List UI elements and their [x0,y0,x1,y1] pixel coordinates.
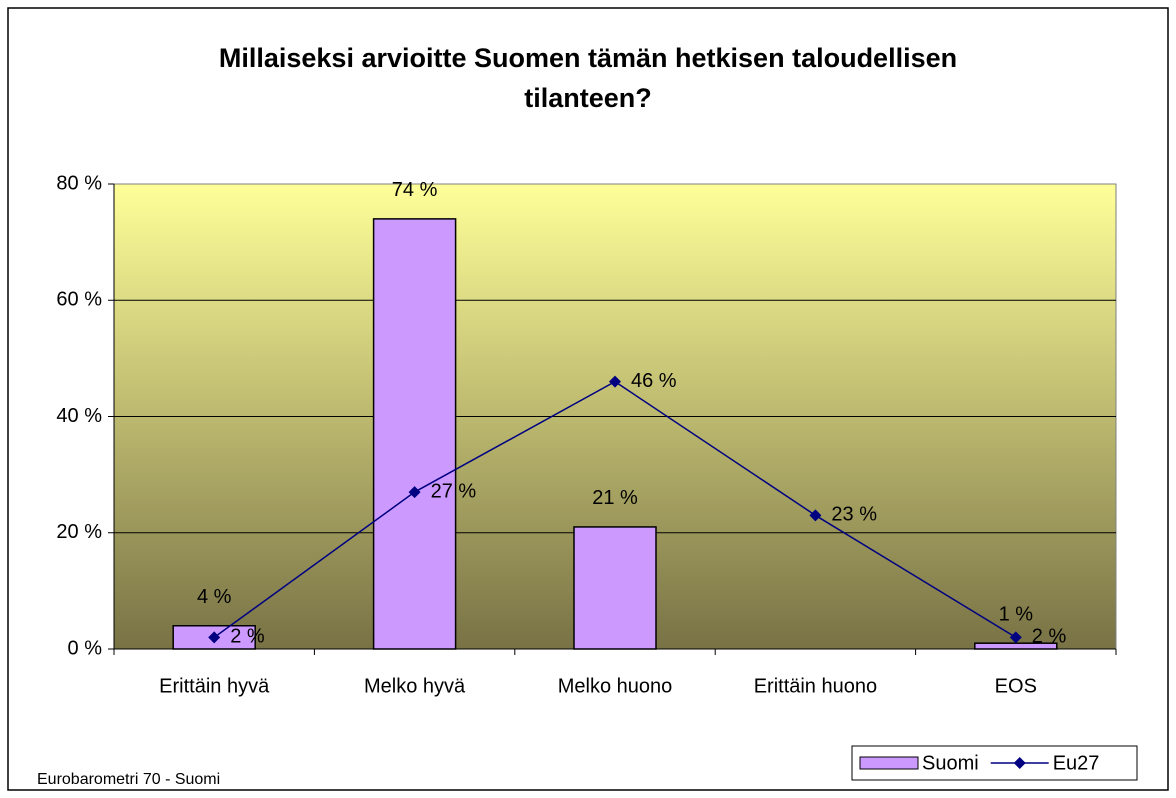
bar [573,526,657,650]
marker [609,375,621,388]
x-tick-label: Melko huono [558,675,673,697]
chart-title: Millaiseksi arvioitte Suomen tämän hetki… [218,43,958,113]
x-tick-label: Melko hyvä [364,675,466,697]
marker [1009,631,1022,644]
legend-swatch [859,756,919,770]
marker [208,631,221,644]
data-label: 74 % [392,179,438,201]
marker [809,509,822,522]
legend-label: Eu27 [1053,752,1100,774]
data-label: 21 % [592,487,638,509]
y-tick-label: 0 % [68,637,103,659]
source-note: Eurobarometri 70 - Suomi [37,771,220,788]
data-label: 4 % [197,586,232,608]
data-label: 23 % [831,504,877,526]
legend-label: Suomi [922,752,979,774]
y-tick-label: 80 % [56,172,102,194]
x-tick-label: Erittäin huono [754,675,877,697]
data-label: 2 % [1032,626,1067,648]
marker [408,486,421,499]
y-tick-label: 40 % [56,405,102,427]
data-label: 2 % [230,626,265,648]
bar [372,218,457,650]
data-label: 1 % [999,603,1034,625]
x-tick-label: Erittäin hyvä [159,675,270,697]
x-tick-label: EOS [995,675,1037,697]
data-label: 27 % [431,480,477,502]
y-tick-label: 20 % [56,521,102,543]
y-tick-label: 60 % [56,289,102,311]
data-label: 46 % [631,370,677,392]
legend-marker [1013,757,1026,769]
